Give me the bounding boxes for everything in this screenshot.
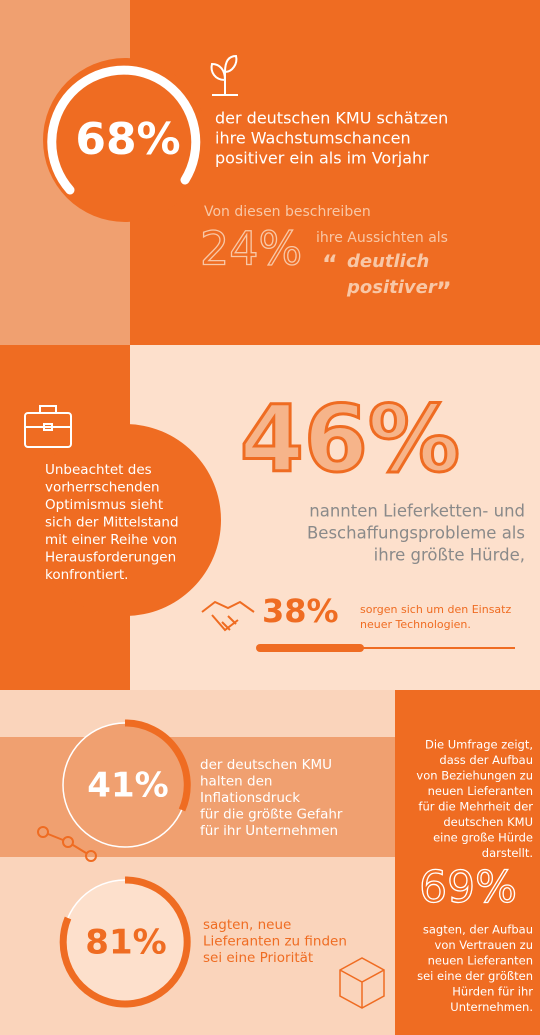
text-block: sorgen sich um den Einsatz neuer Technolo…: [360, 603, 511, 631]
text-line: sei eine der größten: [417, 969, 533, 983]
stat: 68%: [75, 114, 180, 165]
briefcase-icon: [24, 405, 72, 448]
text-block: Die Umfrage zeigt,dass der Aufbau von Bez…: [416, 738, 533, 861]
text-line: der deutschen KMU: [200, 757, 332, 773]
big-stat: 46%: [240, 385, 460, 492]
text-line: neuen Lieferanten: [428, 784, 533, 798]
plant-icon: [210, 54, 238, 96]
text-line: Die Umfrage zeigt,: [425, 738, 533, 752]
text-block: Unbeachtet des vorherrschendenOptimismus …: [45, 462, 179, 583]
sub-intro: Von diesen beschreiben: [204, 204, 371, 220]
text-line: positiver ein als im Vorjahr: [215, 149, 429, 168]
text-line: konfrontiert.: [45, 567, 128, 583]
text-line: Herausforderungen: [45, 550, 176, 566]
stat-a: 41%: [87, 766, 168, 806]
stat2: 38%: [262, 592, 339, 630]
text-line: vorherrschenden: [45, 480, 160, 496]
text-line: Unbeachtet des: [45, 462, 152, 478]
text-line: deutschen KMU: [443, 815, 533, 829]
text-line: Hürden für ihr: [452, 985, 533, 999]
text-line: neuer Technologien.: [360, 618, 471, 631]
stat-b: 81%: [85, 923, 166, 963]
text-line: für die Mehrheit der: [418, 800, 533, 814]
text-line: halten den: [200, 774, 272, 790]
text-line: sorgen sich um den Einsatz: [360, 603, 511, 616]
handshake-icon: [201, 600, 255, 632]
text-line: Optimismus sieht: [45, 497, 163, 513]
text-line: darstellt.: [482, 846, 533, 860]
text-block: nannten Lieferketten- und Beschaffungspro…: [307, 502, 525, 565]
quote-line: positiver: [346, 277, 438, 298]
side-column: [395, 690, 540, 1035]
ring-a-arc: [124, 719, 191, 812]
ring-b-arc: [59, 876, 191, 1008]
text-line: Inflationsdruck: [200, 790, 300, 806]
text-line: für ihr Unternehmen: [200, 823, 338, 839]
ring-bg: [43, 58, 207, 222]
sub-stat: 24%: [200, 222, 302, 276]
text-line: für die größte Gefahr: [200, 807, 343, 823]
quote-line: deutlich: [347, 251, 429, 272]
text-line: Unternehmen.: [450, 1000, 533, 1014]
bulge: [29, 424, 221, 616]
text-line: ihre größte Hürde,: [374, 546, 525, 565]
text-line: Lieferanten zu finden: [203, 934, 347, 950]
side-stat: 69%: [419, 862, 517, 913]
quote-close: ”: [436, 277, 452, 305]
ring: [47, 65, 201, 195]
sub-text: ihre Aussichten als: [316, 230, 448, 246]
text-line: dass der Aufbau: [439, 753, 533, 767]
text-line: nannten Lieferketten- und: [309, 502, 525, 521]
nodes-icon: [37, 826, 97, 862]
text-line: der deutschen KMU schätzen: [215, 109, 448, 128]
text-line: sagten, neue: [203, 917, 291, 933]
quote-open: “: [322, 250, 338, 278]
text-line: von Vertrauen zu: [435, 938, 533, 952]
box-icon: [339, 957, 385, 1009]
text-line: Beschaffungsprobleme als: [307, 524, 525, 543]
text-line: sei eine Priorität: [203, 950, 313, 966]
text-line: sagten, der Aufbau: [423, 923, 533, 937]
text-line: ihre Wachstumschancen: [215, 129, 411, 148]
text-line: von Beziehungen zu: [416, 769, 533, 783]
text-line: mit einer Reihe von: [45, 532, 177, 548]
text-line: sich der Mittelstand: [45, 515, 179, 531]
text-line: neuen Lieferanten: [428, 954, 533, 968]
text-line: eine große Hürde: [433, 831, 533, 845]
